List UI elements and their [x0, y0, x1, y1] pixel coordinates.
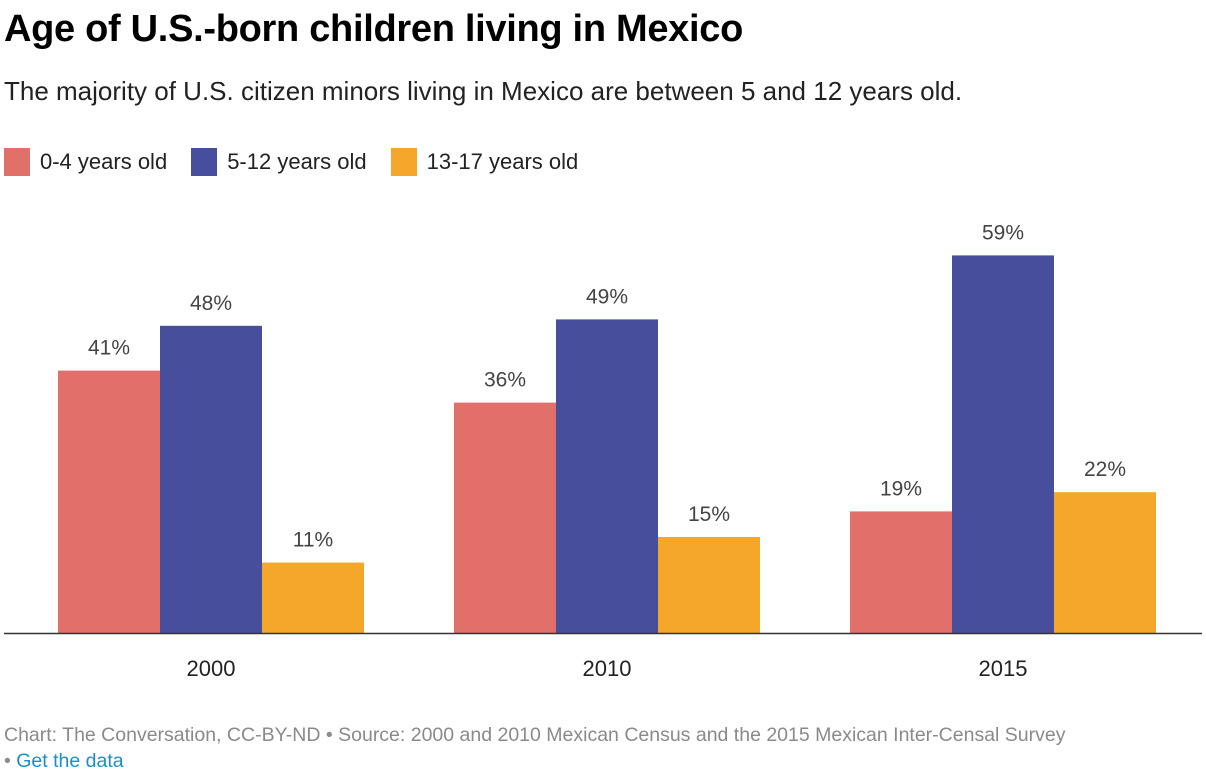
- x-tick-label-2015: 2015: [979, 656, 1028, 681]
- bar-2000-series-0: [58, 370, 160, 633]
- bar-2000-series-2: [262, 562, 364, 633]
- bar-2015-series-0: [850, 511, 952, 633]
- bar-chart: 41% 48% 11% 2000 36% 49% 15% 2010 19% 59% 22% 2015: [4, 221, 1202, 681]
- data-label-2000-series-0: 41%: [88, 337, 130, 360]
- legend-label-0-4: 0-4 years old: [40, 149, 168, 174]
- legend-swatch-0-4: [4, 148, 30, 176]
- bar-2015-series-1: [952, 255, 1054, 633]
- bar-2015-series-2: [1054, 492, 1156, 633]
- legend-item-13-17: 13-17 years old: [390, 148, 579, 176]
- legend-label-5-12: 5-12 years old: [227, 149, 367, 174]
- data-label-2000-series-2: 11%: [293, 529, 333, 552]
- footer-separator: •: [4, 750, 11, 772]
- chart-footer: Chart: The Conversation, CC-BY-ND • Sour…: [4, 722, 1194, 774]
- bar-2010-series-2: [658, 537, 760, 633]
- data-label-2015-series-2: 22%: [1084, 458, 1126, 481]
- data-label-2015-series-1: 59%: [982, 221, 1024, 244]
- legend-label-13-17: 13-17 years old: [426, 149, 579, 174]
- bar-2010-series-1: [556, 319, 658, 633]
- legend-item-0-4: 0-4 years old: [4, 148, 167, 176]
- legend: 0-4 years old 5-12 years old 13-17 years…: [4, 148, 602, 176]
- footer-credit: Chart: The Conversation, CC-BY-ND • Sour…: [4, 724, 1066, 746]
- get-the-data-link[interactable]: Get the data: [16, 750, 124, 772]
- x-tick-label-2010: 2010: [583, 656, 632, 681]
- legend-item-5-12: 5-12 years old: [191, 148, 367, 176]
- chart-subtitle: The majority of U.S. citizen minors livi…: [4, 76, 963, 106]
- data-label-2010-series-1: 49%: [586, 285, 628, 308]
- chart-title: Age of U.S.-born children living in Mexi…: [4, 8, 744, 50]
- legend-swatch-5-12: [191, 148, 218, 176]
- legend-swatch-13-17: [390, 148, 417, 176]
- data-label-2000-series-1: 48%: [190, 292, 232, 315]
- bar-2000-series-1: [160, 325, 262, 633]
- bar-2010-series-0: [454, 402, 556, 633]
- data-label-2010-series-0: 36%: [484, 369, 526, 392]
- x-tick-label-2000: 2000: [187, 656, 236, 681]
- data-label-2015-series-0: 19%: [880, 477, 922, 500]
- data-label-2010-series-2: 15%: [688, 503, 730, 526]
